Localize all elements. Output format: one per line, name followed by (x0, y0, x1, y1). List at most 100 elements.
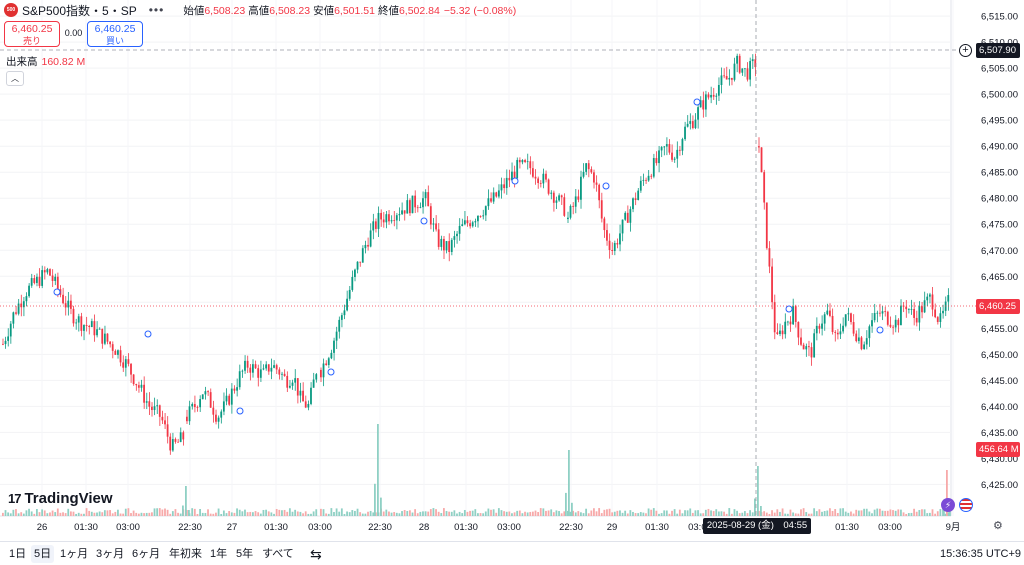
range-1d-button[interactable]: 1日 (9, 548, 27, 560)
volume-bar (265, 509, 267, 516)
time-tick-label: 27 (227, 522, 238, 533)
event-marker[interactable] (236, 407, 244, 415)
volume-bar (80, 513, 83, 516)
volume-bar (699, 513, 702, 516)
more-options-icon[interactable]: ••• (148, 3, 165, 17)
volume-bar (179, 513, 182, 516)
candle-body (340, 315, 343, 320)
volume-bar (712, 511, 715, 516)
candle-body (810, 347, 813, 358)
event-marker[interactable] (693, 98, 701, 106)
volume-bar (913, 508, 915, 516)
candle-body (650, 175, 653, 177)
candle-body (429, 206, 432, 225)
candle-body (395, 215, 398, 221)
candle-body (419, 207, 422, 208)
volume-bar (637, 513, 640, 516)
volume-bar (826, 510, 829, 516)
volume-spike-bar (188, 510, 190, 516)
volume-bar (650, 509, 653, 516)
date-range-icon[interactable]: ⇆ (310, 546, 322, 562)
spread-value: 0.00 (64, 28, 83, 38)
volume-bar (137, 513, 140, 516)
candle-body (632, 198, 634, 210)
range-1m-button[interactable]: 1ヶ月 (60, 548, 89, 560)
volume-bar (710, 510, 712, 516)
volume-bar (681, 513, 684, 516)
candle-body (587, 163, 590, 170)
price-tick-label: 6,485.00 (981, 168, 1018, 179)
price-chart[interactable]: 6,515.006,510.006,505.006,500.006,495.00… (0, 0, 1024, 541)
range-all-button[interactable]: すべて (262, 548, 294, 560)
candle-body (516, 159, 519, 179)
candle-body (936, 317, 939, 322)
time-tick-label: 29 (607, 522, 618, 533)
range-1y-button[interactable]: 1年 (210, 548, 228, 560)
symbol-title[interactable]: S&P500指数・5・SP (22, 3, 137, 18)
candle-body (130, 363, 132, 375)
collapse-legend-button[interactable]: ︿ (6, 71, 24, 86)
volume-bar (230, 512, 233, 516)
range-5d-button[interactable]: 5日 (31, 545, 55, 563)
candle-body (64, 303, 67, 308)
volume-bar (582, 513, 585, 516)
candle-body (852, 322, 855, 334)
clock-timezone[interactable]: 15:36:35 UTC+9 (940, 548, 1022, 560)
candle-body (655, 158, 658, 164)
volume-bar (244, 509, 246, 516)
candle-body (598, 184, 601, 201)
candle-body (143, 384, 145, 403)
event-marker[interactable] (785, 305, 793, 313)
range-6m-button[interactable]: 6ヶ月 (132, 548, 161, 560)
range-3m-button[interactable]: 3ヶ月 (96, 548, 125, 560)
volume-bar (773, 512, 776, 516)
price-tick-label: 6,440.00 (981, 402, 1018, 413)
buy-button[interactable]: 6,460.25 買い (87, 21, 143, 47)
range-ytd-button[interactable]: 年初来 (169, 548, 202, 560)
us-flag-icon[interactable] (959, 498, 973, 512)
volume-bar (388, 511, 390, 516)
settings-gear-icon[interactable]: ⚙ (993, 520, 1003, 532)
volume-bar (577, 511, 580, 516)
volume-bar (372, 512, 375, 516)
volume-bar (560, 513, 563, 516)
time-tick-label: 03:00 (878, 522, 902, 533)
price-tick-label: 6,500.00 (981, 90, 1018, 101)
candle-body (140, 384, 143, 388)
volume-bar (196, 513, 199, 516)
event-marker[interactable] (511, 177, 519, 185)
volume-bar (166, 509, 169, 516)
candle-body (878, 312, 881, 314)
event-marker[interactable] (602, 182, 610, 190)
candle-body (270, 367, 273, 372)
candle-body (137, 385, 140, 388)
add-alert-plus-icon[interactable]: + (959, 44, 972, 57)
range-5y-button[interactable]: 5年 (236, 548, 254, 560)
volume-bar (842, 508, 844, 516)
volume-bar (907, 513, 910, 516)
candle-body (500, 184, 503, 191)
event-marker[interactable] (53, 288, 61, 296)
price-tick-label: 6,490.00 (981, 142, 1018, 153)
volume-bar (606, 509, 608, 516)
flash-icon[interactable]: ⚡ (941, 498, 955, 512)
event-marker[interactable] (327, 368, 335, 376)
candle-body (335, 331, 338, 341)
candle-body (51, 275, 54, 281)
candle-body (805, 346, 808, 350)
event-marker[interactable] (876, 326, 884, 334)
event-marker[interactable] (420, 217, 428, 225)
candle-body (939, 313, 942, 322)
candle-body (241, 370, 244, 372)
candle-body (215, 414, 217, 422)
candle-body (220, 411, 223, 418)
event-marker[interactable] (144, 330, 152, 338)
volume-legend[interactable]: 出来高 160.82 M (6, 54, 85, 69)
volume-bar (751, 512, 754, 516)
volume-bar (453, 510, 456, 516)
sell-button[interactable]: 6,460.25 売り (4, 21, 60, 47)
volume-bar (487, 508, 490, 516)
volume-bar (283, 509, 286, 516)
volume-bar (730, 513, 733, 516)
candle-body (453, 236, 456, 240)
